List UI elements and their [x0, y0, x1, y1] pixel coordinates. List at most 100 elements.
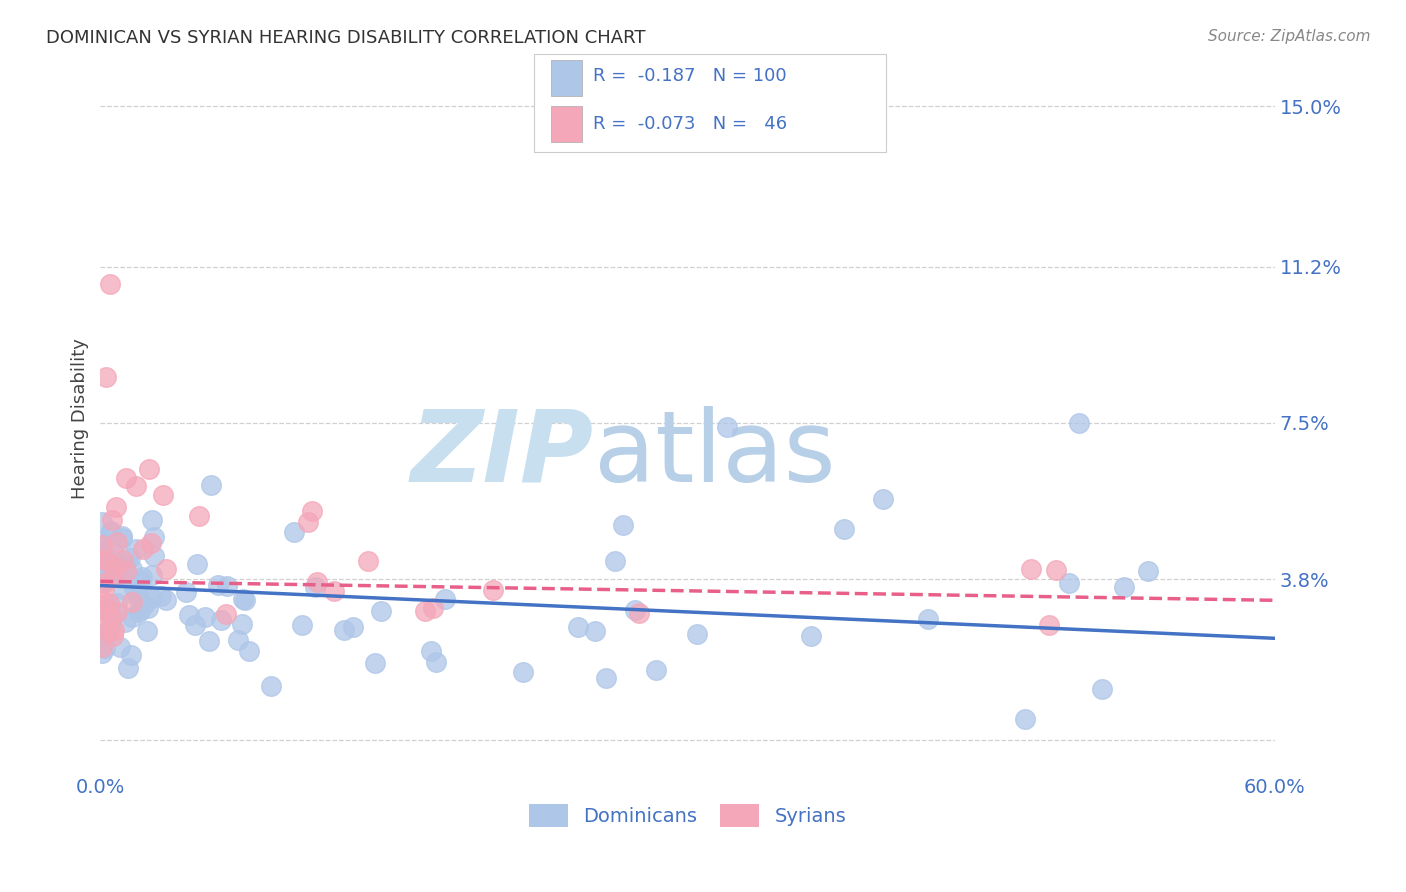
- Point: [1091, 682, 1114, 697]
- Point: [141, 591, 163, 605]
- Point: [96, 624, 118, 639]
- Point: [121, 595, 143, 609]
- Point: [304, 580, 326, 594]
- Y-axis label: Hearing Disability: Hearing Disability: [72, 338, 89, 500]
- Point: [103, 569, 125, 583]
- Point: [434, 592, 457, 607]
- Point: [111, 553, 134, 567]
- Point: [131, 570, 153, 584]
- Point: [94, 641, 117, 656]
- Point: [125, 591, 148, 605]
- Point: [93, 561, 115, 575]
- Point: [131, 582, 153, 597]
- Point: [152, 488, 174, 502]
- Point: [1136, 564, 1159, 578]
- Point: [105, 596, 128, 610]
- Point: [207, 577, 229, 591]
- Point: [425, 655, 447, 669]
- Point: [342, 620, 364, 634]
- Point: [198, 634, 221, 648]
- Point: [111, 567, 134, 582]
- Point: [91, 543, 114, 558]
- Legend: Dominicans, Syrians: Dominicans, Syrians: [520, 797, 855, 835]
- Point: [91, 630, 114, 644]
- Text: atlas: atlas: [593, 406, 835, 503]
- Point: [96, 369, 118, 384]
- Point: [105, 535, 128, 549]
- Point: [232, 592, 254, 607]
- Point: [917, 612, 939, 626]
- Point: [132, 541, 155, 556]
- Point: [93, 544, 115, 558]
- Point: [297, 515, 319, 529]
- Point: [1069, 416, 1091, 430]
- Point: [96, 553, 118, 567]
- Point: [595, 672, 617, 686]
- Point: [94, 555, 117, 569]
- Point: [226, 632, 249, 647]
- Point: [174, 584, 197, 599]
- Point: [177, 607, 200, 622]
- Point: [91, 534, 114, 549]
- Point: [100, 524, 122, 538]
- Point: [686, 626, 709, 640]
- Text: Source: ZipAtlas.com: Source: ZipAtlas.com: [1208, 29, 1371, 44]
- Point: [93, 597, 115, 611]
- Point: [134, 598, 156, 612]
- Point: [91, 640, 114, 654]
- Point: [186, 557, 208, 571]
- Point: [370, 603, 392, 617]
- Point: [231, 616, 253, 631]
- Point: [333, 623, 356, 637]
- Point: [1014, 712, 1036, 726]
- Point: [91, 515, 114, 529]
- Point: [117, 661, 139, 675]
- Point: [183, 618, 205, 632]
- Point: [125, 542, 148, 557]
- Point: [307, 575, 329, 590]
- Point: [100, 567, 122, 582]
- Point: [150, 589, 173, 603]
- Point: [143, 549, 166, 563]
- Point: [103, 544, 125, 558]
- Point: [128, 605, 150, 619]
- Point: [93, 581, 115, 595]
- Point: [98, 277, 121, 291]
- Point: [120, 648, 142, 662]
- Point: [645, 663, 668, 677]
- Point: [121, 562, 143, 576]
- Text: R =  -0.073   N =   46: R = -0.073 N = 46: [593, 115, 787, 133]
- Point: [420, 644, 443, 658]
- Point: [200, 478, 222, 492]
- Point: [121, 610, 143, 624]
- Point: [135, 624, 157, 638]
- Point: [603, 554, 626, 568]
- Point: [194, 609, 217, 624]
- Point: [91, 601, 114, 615]
- Point: [215, 607, 238, 622]
- Point: [114, 471, 136, 485]
- Point: [98, 560, 121, 574]
- Point: [233, 592, 256, 607]
- Point: [107, 556, 129, 570]
- Point: [138, 462, 160, 476]
- Point: [585, 624, 607, 638]
- Point: [101, 513, 124, 527]
- Point: [301, 504, 323, 518]
- Point: [93, 576, 115, 591]
- Point: [91, 576, 114, 591]
- Point: [1038, 617, 1060, 632]
- Point: [104, 560, 127, 574]
- Point: [112, 582, 135, 597]
- Point: [512, 665, 534, 680]
- Text: DOMINICAN VS SYRIAN HEARING DISABILITY CORRELATION CHART: DOMINICAN VS SYRIAN HEARING DISABILITY C…: [46, 29, 645, 46]
- Point: [1019, 562, 1042, 576]
- Point: [141, 568, 163, 582]
- Point: [1045, 563, 1067, 577]
- Point: [209, 613, 232, 627]
- Point: [111, 529, 134, 543]
- Point: [141, 512, 163, 526]
- Point: [124, 479, 146, 493]
- Point: [100, 526, 122, 541]
- Point: [108, 640, 131, 655]
